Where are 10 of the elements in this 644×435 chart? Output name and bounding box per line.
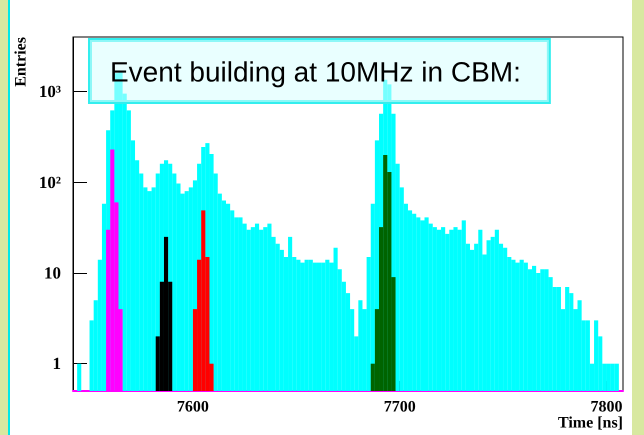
annotation: Event building at 10MHz in CBM: (110, 56, 521, 88)
x-tick-label: 7700 (384, 398, 416, 416)
x-tick-label: 7800 (590, 398, 622, 416)
y-axis-title: Entries (12, 37, 30, 87)
x-tick-label: 7600 (176, 398, 209, 416)
y-tick-label: 10² (38, 172, 61, 192)
x-axis-title: Time [ns] (558, 414, 623, 432)
y-tick-label: 1 (52, 354, 61, 374)
y-tick-label: 10³ (38, 82, 61, 102)
y-tick-label: 10 (44, 264, 61, 282)
